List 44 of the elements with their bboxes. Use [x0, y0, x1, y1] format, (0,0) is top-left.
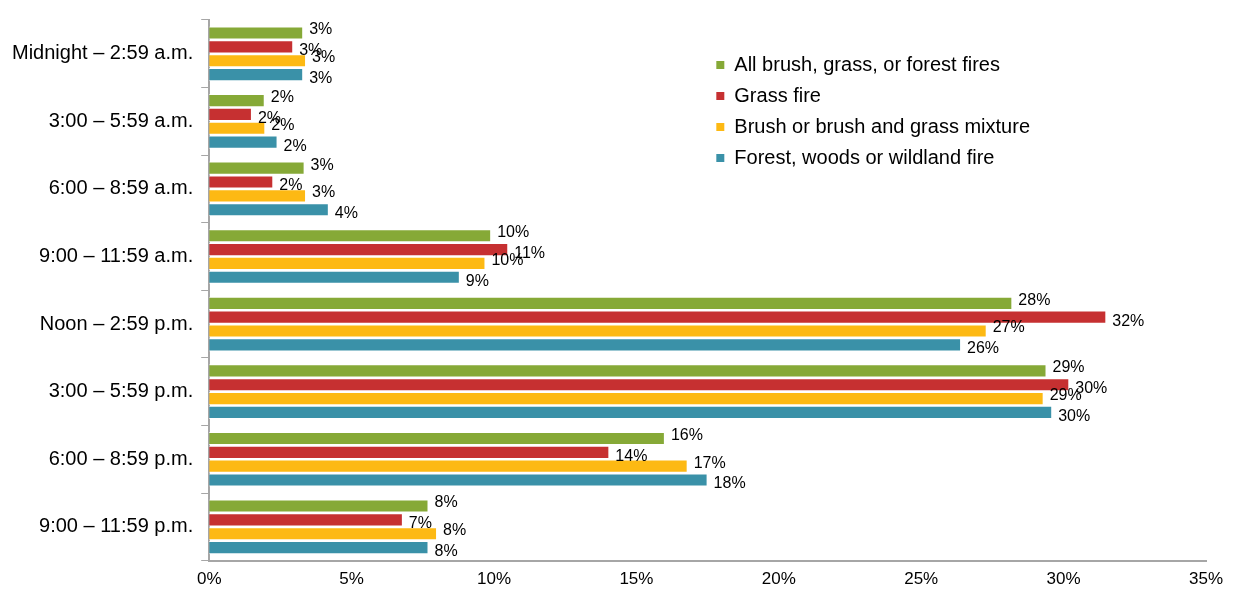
data-label: 10%: [497, 223, 530, 241]
data-label: 7%: [408, 514, 432, 532]
data-label: 3%: [310, 155, 334, 173]
data-label: 27%: [992, 318, 1025, 336]
x-tick-label: 5%: [339, 569, 364, 589]
data-label: 3%: [309, 68, 333, 86]
x-tick-label: 10%: [476, 569, 512, 589]
y-tick-label: 6:00 – 8:59 p.m.: [48, 446, 194, 469]
y-tick-label: Midnight – 2:59 a.m.: [11, 41, 194, 64]
data-label: 8%: [434, 493, 458, 511]
y-tick-label: 9:00 – 11:59 a.m.: [39, 244, 194, 267]
y-tick-label: Noon – 2:59 p.m.: [39, 311, 194, 334]
legend-label: Forest, woods or wildland fire: [734, 145, 995, 168]
legend-label: Grass fire: [734, 83, 821, 106]
y-tick-label: 3:00 – 5:59 a.m.: [48, 108, 194, 131]
x-tick-label: 35%: [1188, 569, 1224, 589]
data-label: 29%: [1052, 358, 1085, 376]
data-label: 26%: [967, 339, 1000, 357]
y-tick-label: 6:00 – 8:59 a.m.: [48, 176, 194, 199]
data-label: 18%: [713, 474, 746, 492]
legend-label: All brush, grass, or forest fires: [734, 52, 1000, 75]
data-label: 9%: [465, 271, 489, 289]
data-label: 14%: [615, 446, 648, 464]
data-label: 17%: [693, 453, 726, 471]
data-label: 2%: [279, 176, 303, 194]
data-label: 3%: [309, 20, 333, 38]
data-label: 3%: [312, 183, 336, 201]
x-tick-label: 30%: [1046, 569, 1081, 589]
y-tick-label: 9:00 – 11:59 p.m.: [39, 514, 194, 537]
data-label: 8%: [434, 542, 458, 559]
y-tick-label: 3:00 – 5:59 p.m.: [48, 379, 194, 402]
data-label: 2%: [270, 87, 294, 105]
data-label: 16%: [670, 425, 703, 443]
data-label: 30%: [1058, 406, 1091, 424]
data-label: 2%: [283, 136, 307, 154]
x-tick-label: 15%: [619, 569, 654, 589]
data-label: 8%: [443, 521, 467, 539]
legend-label: Brush or brush and grass mixture: [734, 114, 1030, 137]
x-tick-label: 0%: [196, 569, 222, 589]
x-tick-label: 20%: [761, 569, 796, 589]
data-label: 28%: [1018, 290, 1051, 308]
data-label: 32%: [1112, 311, 1145, 329]
data-label: 4%: [334, 204, 358, 222]
x-tick-label: 25%: [904, 569, 939, 589]
